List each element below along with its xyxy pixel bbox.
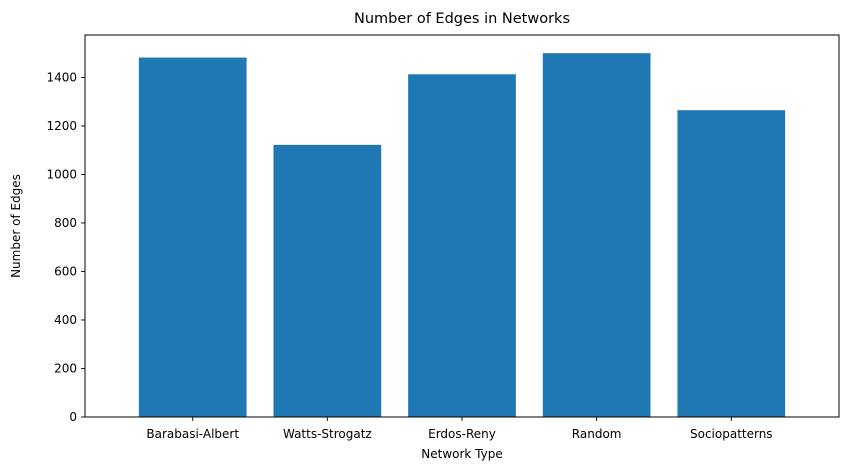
x-tick-label: Random [572, 427, 622, 441]
plot-frame [84, 34, 840, 418]
bars-group [138, 53, 786, 418]
x-tick-label: Sociopatterns [690, 427, 773, 441]
y-tick-label: 0 [69, 410, 77, 424]
x-axis: Barabasi-Albert Watts-Strogatz Erdos-Reny R… [146, 417, 773, 441]
bar-sociopatterns [677, 110, 786, 417]
bar-watts-strogatz [273, 144, 382, 417]
chart-title: Number of Edges in Networks [354, 11, 570, 27]
bar-barabasi-albert [138, 57, 247, 418]
y-tick-label: 200 [54, 361, 77, 375]
y-axis-label: Number of Edges [9, 174, 23, 278]
y-tick-label: 1200 [46, 119, 77, 133]
bar-random [542, 53, 651, 417]
y-tick-label: 1400 [46, 70, 77, 84]
x-axis-label: Network Type [421, 447, 502, 461]
y-tick-label: 400 [54, 313, 77, 327]
y-tick-label: 600 [54, 264, 77, 278]
y-axis: 0 200 400 600 800 1000 1200 1400 [46, 70, 85, 424]
bar-erdos-reny [408, 74, 516, 417]
y-tick-label: 1000 [46, 167, 77, 181]
x-tick-label: Erdos-Reny [428, 427, 496, 441]
x-tick-label: Watts-Strogatz [283, 427, 372, 441]
x-tick-label: Barabasi-Albert [146, 427, 239, 441]
y-tick-label: 800 [54, 216, 77, 230]
